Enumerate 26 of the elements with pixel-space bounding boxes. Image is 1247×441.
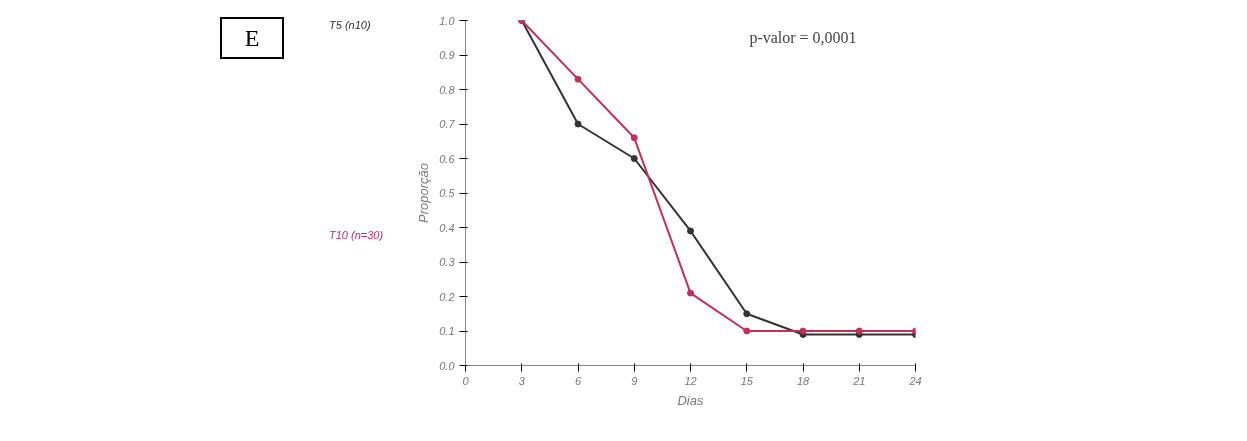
y-tick-label: 1.0 xyxy=(439,14,456,27)
x-tick-label: 3 xyxy=(518,374,526,387)
y-axis-title: Proporção xyxy=(416,163,432,223)
x-tick-label: 12 xyxy=(684,374,697,387)
text: T10 (n=30) xyxy=(329,229,384,241)
x-tick-label: 18 xyxy=(796,374,810,387)
x-tick-label: 0 xyxy=(462,374,470,387)
x-tick-label: 24 xyxy=(908,374,922,387)
y-tick-label: 0.5 xyxy=(439,187,456,199)
y-tick-label: 0.1 xyxy=(439,325,455,337)
x-tick-label: 21 xyxy=(852,374,866,387)
y-tick-label: 0.2 xyxy=(439,290,455,303)
y-tick-label: 0.6 xyxy=(439,152,456,165)
x-axis-title: Dias xyxy=(677,392,704,408)
y-tick-label: 0.7 xyxy=(439,118,456,130)
y-tick-label: 0.0 xyxy=(439,359,456,372)
x-tick-label: 9 xyxy=(631,374,638,387)
text: E xyxy=(220,17,284,59)
y-tick-label: 0.4 xyxy=(439,221,455,234)
y-tick-label: 0.8 xyxy=(439,83,456,96)
annotation: p-valor = 0,0001 xyxy=(749,29,857,48)
x-tick-label: 15 xyxy=(740,374,754,387)
text: T5 (n10) xyxy=(329,19,371,31)
y-tick-label: 0.3 xyxy=(439,256,456,268)
y-tick-label: 0.9 xyxy=(439,49,455,61)
x-tick-label: 6 xyxy=(574,374,582,387)
